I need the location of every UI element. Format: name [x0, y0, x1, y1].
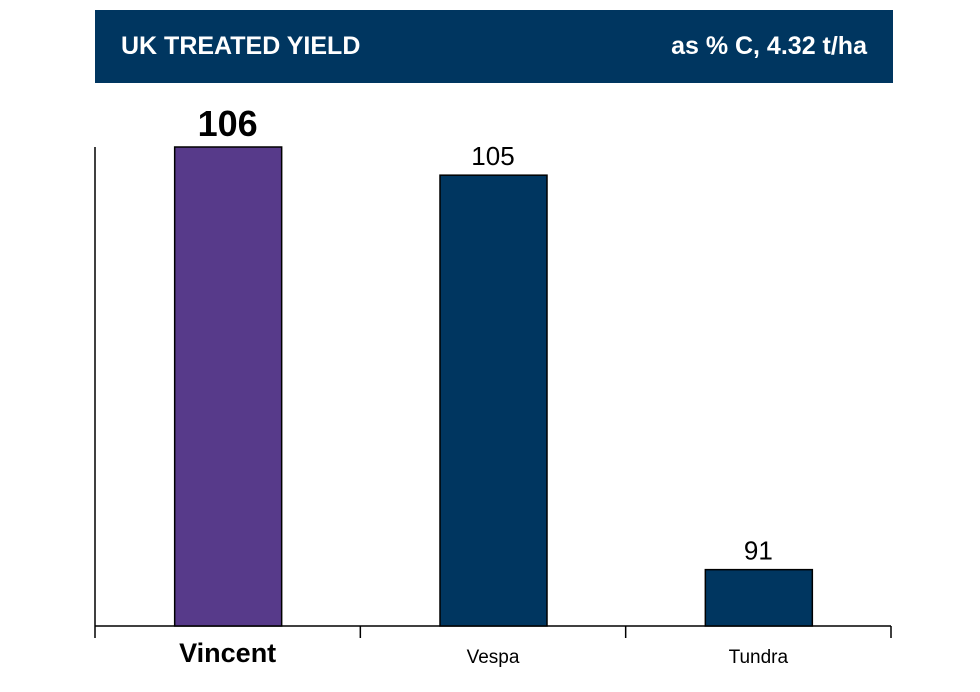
- chart-subtitle: as % C, 4.32 t/ha: [671, 32, 867, 60]
- bar-vincent: [173, 146, 283, 627]
- data-label: 105: [471, 141, 514, 171]
- bar-tundra: [704, 568, 814, 627]
- data-label: 91: [744, 536, 773, 566]
- chart-header: UK TREATED YIELD as % C, 4.32 t/ha: [95, 10, 893, 83]
- x-tick-label: Vespa: [467, 647, 520, 668]
- bar-vespa: [439, 174, 548, 627]
- x-tick-label: Vincent: [179, 638, 276, 668]
- chart-title: UK TREATED YIELD: [121, 32, 361, 60]
- data-label: 106: [198, 103, 258, 144]
- x-tick-label: Tundra: [729, 647, 789, 668]
